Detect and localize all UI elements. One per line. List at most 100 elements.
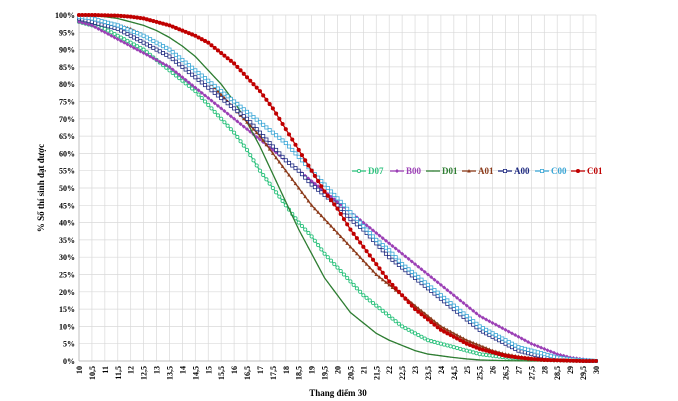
series-C01-point [93, 13, 98, 18]
series-D07-point [348, 279, 353, 284]
series-B00-point [164, 63, 169, 68]
series-C01-point [455, 336, 460, 341]
series-C01-point [584, 358, 589, 364]
series-C01-point [484, 348, 489, 353]
x-tick-label: 26 [489, 366, 498, 374]
series-A00-point [361, 227, 366, 232]
series-A01-point [241, 116, 246, 121]
x-axis-title: Thang điểm 30 [309, 388, 367, 398]
series-D01-point [188, 50, 190, 52]
series-A00-point [503, 341, 508, 346]
series-C00-point [241, 107, 246, 112]
series-C00-point [539, 351, 544, 356]
series-A00-point [487, 333, 492, 338]
series-D07-point [199, 95, 204, 101]
series-D01-point [207, 69, 209, 71]
series-D01-point [395, 342, 397, 344]
series-B00-point [335, 199, 340, 204]
series-B00-point [416, 264, 421, 269]
series-C00-point [545, 352, 550, 357]
series-D01-point [327, 281, 329, 283]
series-A01-point [251, 127, 256, 131]
series-C00-point [425, 282, 430, 287]
y-tick-label: 90% [59, 46, 75, 55]
series-A00-point [497, 338, 502, 343]
series-C01-point [535, 357, 540, 362]
series-C00-point [186, 63, 191, 68]
series-C00-point [497, 334, 502, 339]
series-C00-point [409, 269, 414, 274]
series-A01-point [332, 227, 337, 232]
series-C00-point [322, 182, 327, 187]
series-B00-point [151, 56, 156, 61]
x-tick-label: 20 [334, 366, 343, 374]
series-D01-point [304, 241, 306, 243]
series-C00-point [277, 135, 282, 140]
legend-label: D01 [442, 166, 458, 176]
series-D07-point [261, 172, 266, 178]
series-A00-point [455, 309, 460, 314]
series-C01-point [238, 68, 243, 73]
series-B00-point [177, 72, 182, 77]
series-A00-point [380, 248, 385, 253]
series-B00-point [390, 243, 395, 248]
series-C00-point [351, 213, 356, 218]
series-A01-point [216, 89, 220, 93]
series-A01-point [481, 344, 485, 349]
series-C01-point [380, 270, 385, 275]
series-B00-point [257, 137, 262, 142]
series-D07-point [429, 339, 434, 344]
series-D01-point [214, 76, 216, 78]
series-A00-point [102, 23, 107, 28]
series-C01-point [99, 13, 104, 18]
series-A01-point [468, 339, 472, 344]
series-D07-point [451, 345, 456, 350]
series-D01-point [521, 360, 523, 362]
series-A01-point [300, 190, 304, 194]
x-tick-label: 25 [463, 366, 472, 374]
series-C01-point [500, 352, 505, 357]
series-C01-point [212, 45, 217, 50]
series-B00-point [141, 51, 146, 56]
series-D07-point [380, 308, 385, 313]
series-D07-point [412, 331, 418, 336]
series-C00-point [400, 262, 405, 267]
legend-item-D07: D07 [352, 166, 384, 176]
series-B00-point [215, 103, 220, 108]
series-C01-point [503, 353, 508, 358]
series-A00-point [477, 327, 482, 332]
series-A01-point [326, 220, 330, 225]
series-A01-point [368, 265, 372, 270]
series-B00-point [93, 25, 98, 30]
y-tick-label: 20% [59, 288, 75, 297]
series-C00-point [467, 316, 472, 321]
series-C00-point [500, 336, 505, 341]
series-C01-point [519, 355, 524, 360]
series-D07-point [244, 147, 250, 152]
series-C01-point [345, 222, 350, 227]
series-B00-point [173, 70, 178, 75]
series-C01-point [254, 85, 259, 90]
series-B00-point [196, 88, 201, 93]
series-A00-point [141, 40, 146, 45]
series-C00-point [115, 23, 120, 28]
series-C01-point [522, 356, 527, 361]
series-C01-point [367, 253, 372, 258]
series-C00-point [280, 138, 285, 143]
series-A00-point [312, 185, 317, 190]
series-B00-point [403, 254, 408, 259]
series-A00-point [135, 37, 140, 42]
series-C01-point [173, 25, 178, 31]
series-A01-point [439, 324, 443, 328]
series-C00-point [135, 31, 140, 36]
series-C00-point [319, 179, 324, 184]
series-C01-point [390, 282, 395, 287]
series-A00-point [251, 123, 256, 128]
series-A00-point [338, 206, 343, 211]
series-D01-point [223, 87, 226, 90]
series-D01-point [449, 356, 452, 358]
series-C01-point [451, 334, 456, 339]
series-C01-point [232, 61, 237, 66]
series-B00-point [429, 275, 434, 280]
